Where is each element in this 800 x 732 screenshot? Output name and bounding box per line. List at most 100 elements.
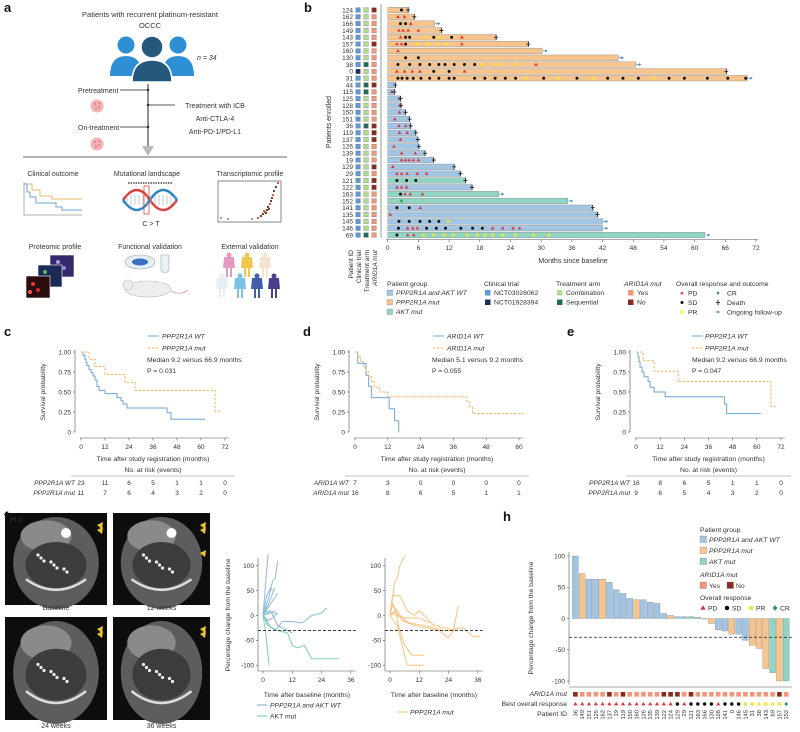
sd-marker bbox=[400, 76, 404, 80]
clinical-trial-cell bbox=[355, 218, 361, 224]
pd-marker bbox=[460, 35, 464, 39]
sd-marker bbox=[395, 206, 399, 210]
p-value-annotation: P = 0.047 bbox=[692, 368, 721, 375]
sd-marker bbox=[542, 76, 546, 80]
x-tick-label: 36 bbox=[705, 444, 713, 451]
contrast-bowel bbox=[62, 676, 66, 681]
arid1a-cell bbox=[688, 692, 694, 697]
sd-marker bbox=[404, 22, 408, 26]
mutation-highlight bbox=[143, 185, 150, 215]
lesion-arrowhead-icon bbox=[200, 626, 206, 633]
arid1a-cell bbox=[371, 157, 377, 163]
timeline-node bbox=[146, 125, 150, 129]
swimmer-bar bbox=[387, 184, 473, 191]
treatment-arm-cell bbox=[363, 21, 369, 27]
scatter-point bbox=[268, 202, 272, 206]
pd-marker bbox=[405, 226, 410, 230]
swimmer-bar bbox=[387, 116, 410, 123]
death-marker bbox=[452, 164, 457, 170]
pd-marker bbox=[393, 117, 397, 121]
swimmer-bar bbox=[387, 47, 543, 54]
x-tick-label: 66 bbox=[722, 245, 730, 252]
y-tick-label: 0 bbox=[250, 613, 254, 620]
scatter-point bbox=[269, 199, 273, 203]
arid1a-cell bbox=[600, 692, 605, 697]
patient-id-label: 163 bbox=[696, 710, 702, 720]
pr-marker bbox=[757, 702, 761, 706]
patient-id-label: 69 bbox=[346, 232, 354, 239]
y-tick-label: 0.75 bbox=[613, 369, 626, 376]
arid1a-cell bbox=[371, 178, 377, 183]
x-tick-label: 60 bbox=[691, 245, 699, 252]
patient-id-label: 149 bbox=[342, 28, 353, 35]
sd-marker bbox=[428, 219, 432, 223]
patient-id-label: 135 bbox=[342, 212, 353, 219]
x-tick-label: 30 bbox=[538, 245, 546, 252]
death-marker bbox=[412, 14, 417, 20]
death-marker bbox=[724, 68, 729, 75]
x-tick-label: 0 bbox=[261, 677, 265, 684]
clinical-trial-cell bbox=[355, 225, 361, 231]
person-figure bbox=[259, 252, 271, 277]
legend-label: NCT03026062 bbox=[494, 290, 538, 297]
swimmer-bar bbox=[387, 61, 636, 68]
arid1a-cell bbox=[371, 150, 377, 156]
spider-line-mut bbox=[389, 609, 425, 656]
risk-count: 6 bbox=[658, 490, 662, 497]
abdomen bbox=[25, 542, 87, 588]
spider-line-wt bbox=[262, 587, 274, 616]
pr-marker bbox=[480, 63, 484, 66]
sd-marker bbox=[575, 76, 579, 80]
sd-marker bbox=[408, 63, 412, 67]
pr-marker bbox=[748, 605, 754, 611]
patient-id-label: 130 bbox=[709, 710, 715, 720]
y-axis-title: Survival probability bbox=[314, 363, 321, 421]
death-marker bbox=[403, 109, 408, 115]
swimmer-bar bbox=[387, 129, 417, 136]
pd-marker bbox=[401, 28, 405, 32]
patient-id-label: 157 bbox=[777, 710, 783, 720]
pd-marker bbox=[392, 144, 396, 148]
pr-marker bbox=[532, 233, 535, 237]
risk-count: 4 bbox=[151, 490, 155, 497]
p-value-annotation: P = 0.055 bbox=[432, 368, 461, 375]
sd-marker bbox=[405, 76, 409, 80]
death-marker bbox=[398, 95, 403, 102]
treatment-arm-cell bbox=[363, 218, 369, 224]
swimmer-bar bbox=[387, 211, 598, 218]
pr-marker bbox=[514, 63, 517, 66]
treatment-arm-cell bbox=[363, 55, 369, 61]
swimmer-row: 146 bbox=[342, 225, 609, 233]
arrow-head bbox=[501, 192, 505, 196]
module-title: Proteomic profile bbox=[29, 244, 82, 251]
arid1a-cell bbox=[371, 89, 377, 95]
swimmer-row: 145 bbox=[342, 218, 609, 226]
risk-count: 5 bbox=[683, 490, 687, 497]
arid1a-cell bbox=[371, 7, 377, 13]
sd-marker bbox=[397, 219, 401, 223]
legend-label: CR bbox=[727, 291, 737, 298]
legend-title: Patient group bbox=[700, 527, 741, 534]
arid1a-cell bbox=[736, 692, 741, 697]
clinical-trial-cell bbox=[355, 171, 361, 177]
pd-marker bbox=[716, 701, 721, 706]
sd-marker bbox=[696, 702, 700, 706]
y-tick-label: 1.00 bbox=[332, 349, 345, 356]
patient-id-label: 126 bbox=[641, 710, 647, 720]
risk-count: 11 bbox=[102, 480, 109, 487]
patient-id-label: 29 bbox=[346, 171, 354, 178]
scan-caption: Baseline bbox=[43, 605, 70, 612]
legend-swatch bbox=[485, 299, 491, 305]
panel-label: b bbox=[304, 0, 312, 15]
scatter-point bbox=[250, 217, 254, 221]
spider-line-wt bbox=[262, 560, 279, 616]
contrast-bowel bbox=[55, 566, 59, 570]
swimmer-bar bbox=[387, 27, 442, 34]
legend-label: Yes bbox=[637, 290, 649, 297]
swimmer-bar bbox=[387, 143, 420, 150]
external-validation-icon bbox=[216, 252, 280, 298]
swimmer-bar bbox=[387, 232, 706, 239]
clinical-outcome-icon bbox=[23, 182, 82, 216]
x-tick-label: 18 bbox=[476, 245, 484, 252]
treatment-arm-cell bbox=[363, 48, 369, 54]
